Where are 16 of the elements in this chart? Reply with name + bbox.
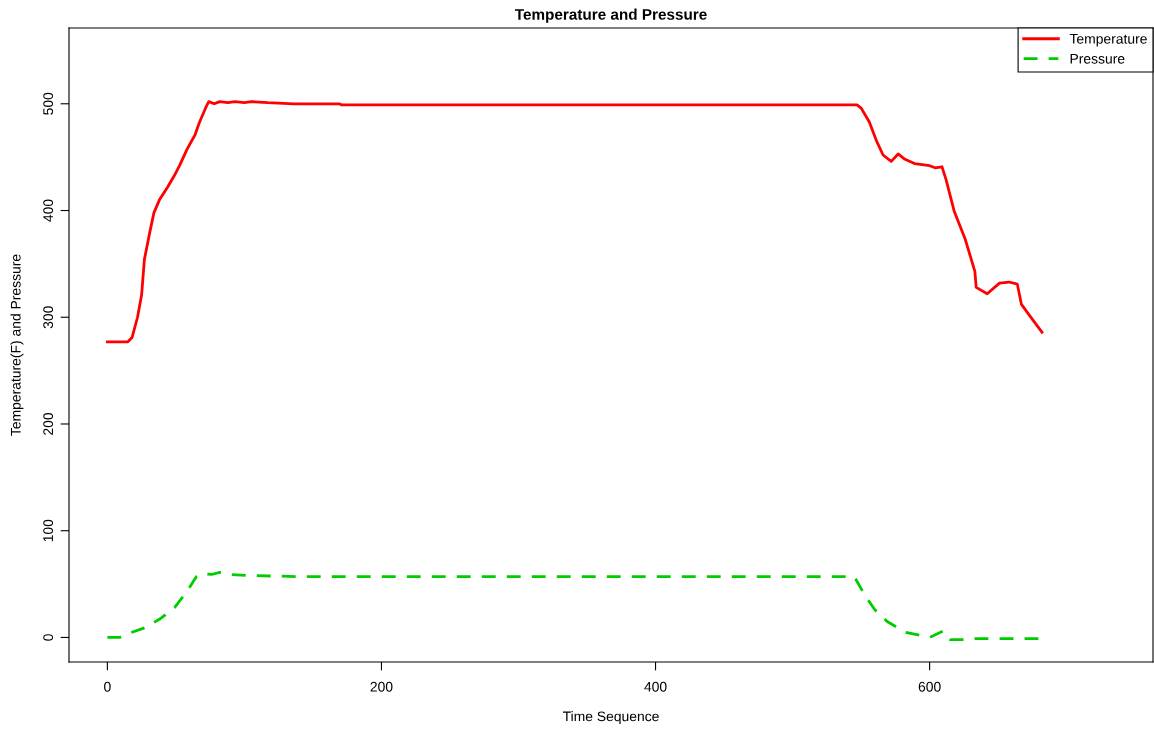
line-series — [105, 100, 1044, 344]
y-tick-label: 400 — [43, 199, 54, 222]
y-tick-label: 200 — [43, 412, 54, 435]
y-tick-label: 100 — [43, 519, 54, 542]
x-tick-label: 200 — [370, 681, 393, 692]
legend-label: Temperature — [1069, 34, 1147, 47]
x-axis-title: Time Sequence — [562, 711, 659, 725]
legend-label: Pressure — [1070, 53, 1125, 64]
x-tick-label: 600 — [918, 681, 941, 692]
x-tick-label: 400 — [644, 681, 667, 692]
x-tick-label: 0 — [104, 681, 111, 692]
chart-title: Temperature and Pressure — [514, 8, 707, 23]
y-tick-label: 500 — [43, 92, 54, 115]
y-axis-title: Temperature(F) and Pressure — [10, 254, 24, 436]
y-tick-label: 0 — [43, 634, 54, 641]
y-tick-label: 300 — [43, 306, 54, 329]
